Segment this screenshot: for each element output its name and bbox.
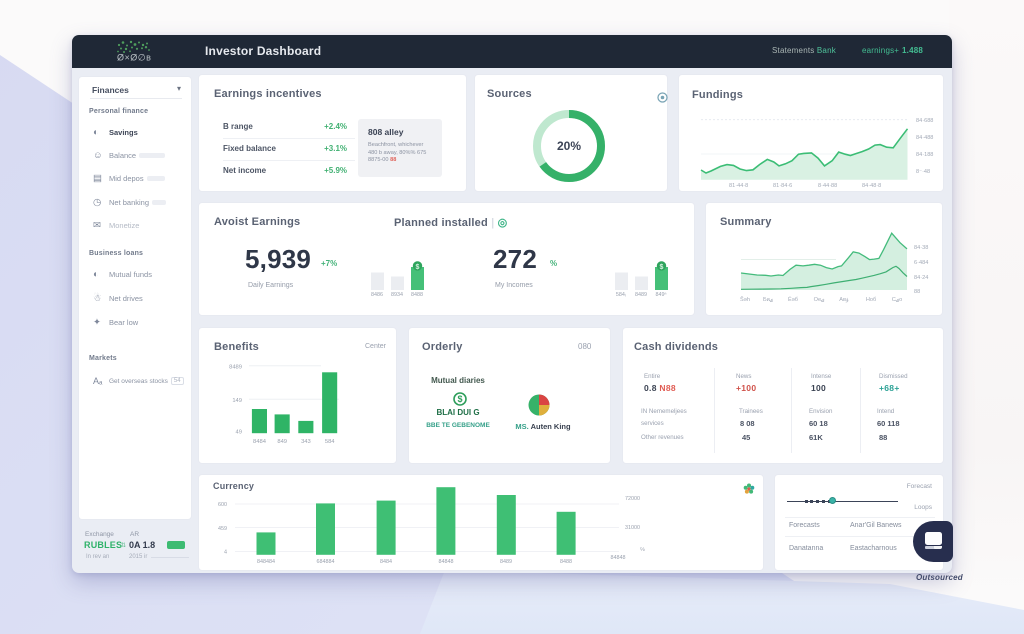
svg-text:℅: ℅ [640, 547, 645, 553]
svg-text:600: 600 [218, 502, 227, 508]
svg-text:84848: 84848 [611, 555, 626, 561]
svg-text:Сۍо: Сۍо [892, 297, 902, 303]
svg-text:72000: 72000 [625, 496, 640, 502]
svg-text:88: 88 [914, 289, 920, 295]
svg-text:Оеۍ: Оеۍ [814, 297, 825, 303]
svg-text:Šəһ: Šəһ [740, 296, 750, 303]
svg-text:Ø×Ø∅ʙ: Ø×Ø∅ʙ [117, 53, 151, 63]
svg-text:Ēəб: Ēəб [788, 296, 798, 303]
svg-text:84·48·8: 84·48·8 [862, 183, 881, 189]
svg-text:8489: 8489 [635, 292, 647, 297]
svg-text:84·688: 84·688 [916, 118, 933, 124]
svg-text:8484: 8484 [380, 559, 392, 565]
svg-text:84·38: 84·38 [914, 245, 928, 251]
svg-text:8489: 8489 [500, 559, 512, 565]
svg-text:Авۋ: Авۋ [839, 297, 849, 303]
svg-text:6·484: 6·484 [914, 260, 928, 266]
svg-text:8484: 8484 [253, 439, 267, 445]
svg-text:8488: 8488 [411, 292, 423, 297]
svg-text:459: 459 [218, 526, 227, 532]
svg-text:Ноб: Ноб [866, 297, 876, 303]
svg-text:343: 343 [301, 439, 311, 445]
svg-text:8⁻·48: 8⁻·48 [916, 169, 930, 175]
svg-text:$: $ [660, 264, 664, 271]
svg-text:584₎: 584₎ [616, 292, 626, 297]
svg-text:$: $ [457, 394, 462, 404]
svg-text:84·24: 84·24 [914, 275, 928, 281]
svg-text:81·84·6: 81·84·6 [773, 183, 792, 189]
svg-text:8488: 8488 [560, 559, 572, 565]
svg-text:684884: 684884 [317, 559, 335, 565]
svg-text:8·44·88: 8·44·88 [818, 183, 837, 189]
svg-text:20%: 20% [557, 139, 581, 153]
svg-text:4: 4 [224, 550, 227, 556]
svg-text:8934: 8934 [391, 292, 403, 297]
svg-text:Биۍ: Биۍ [763, 297, 774, 303]
svg-text:31000: 31000 [625, 525, 640, 531]
svg-text:49: 49 [236, 429, 242, 435]
svg-text:81·44·8: 81·44·8 [729, 183, 748, 189]
svg-text:84·488: 84·488 [916, 135, 933, 141]
svg-text:849ⁿ: 849ⁿ [656, 292, 667, 297]
svg-text:149: 149 [232, 398, 242, 404]
svg-text:849: 849 [277, 439, 287, 445]
svg-text:84·188: 84·188 [916, 152, 933, 158]
svg-text:848484: 848484 [257, 559, 275, 565]
svg-text:84848: 84848 [439, 559, 454, 565]
svg-text:$: $ [416, 264, 420, 271]
svg-text:584: 584 [325, 439, 335, 445]
svg-text:8489: 8489 [229, 365, 242, 371]
svg-text:8486: 8486 [371, 292, 383, 297]
